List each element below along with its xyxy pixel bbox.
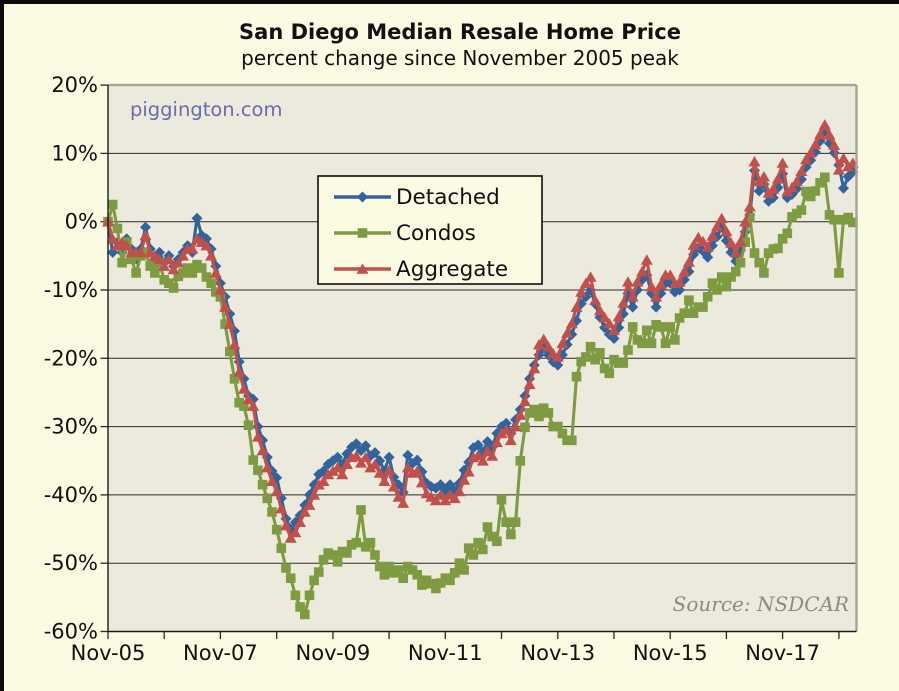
x-axis-label-Nov-05: Nov-05: [71, 641, 146, 665]
chart-title: San Diego Median Resale Home Price: [239, 20, 681, 44]
y-axis-label--30: -30%: [44, 415, 98, 439]
y-axis-label--60: -60%: [44, 620, 98, 644]
legend-box: [317, 175, 543, 285]
watermark-text: piggington.com: [130, 98, 283, 121]
x-axis-label-Nov-07: Nov-07: [183, 641, 258, 665]
source-note: Source: NSDCAR: [673, 592, 849, 616]
y-axis-label-0: 0%: [65, 210, 98, 234]
x-axis-label-Nov-09: Nov-09: [296, 641, 371, 665]
legend-marker-condos-square-icon: [357, 228, 368, 238]
x-axis-label-Nov-17: Nov-17: [745, 641, 820, 665]
y-axis-label-10: 10%: [51, 141, 98, 165]
y-axis-label--50: -50%: [44, 551, 98, 575]
frame-border-top: [0, 0, 899, 4]
series-group: [102, 119, 859, 620]
y-axis-label-20: 20%: [51, 73, 98, 97]
chart-subtitle: percent change since November 2005 peak: [241, 46, 679, 70]
legend-label-detached: Detached: [396, 185, 500, 210]
y-axis-label--10: -10%: [44, 278, 98, 302]
frame-border-left: [0, 0, 4, 691]
legend: Detached Condos Aggregate: [317, 175, 543, 285]
x-axis-label-Nov-11: Nov-11: [408, 641, 483, 665]
legend-marker-aggregate-triangle-icon: [356, 263, 369, 274]
legend-glyphs: [334, 191, 391, 274]
series-markers-aggregate: [102, 119, 859, 543]
x-axis-label-Nov-13: Nov-13: [520, 641, 595, 665]
gridlines: [108, 152, 857, 564]
legend-label-condos: Condos: [396, 221, 476, 246]
legend-label-aggregate: Aggregate: [396, 257, 508, 282]
y-axis-label--40: -40%: [44, 483, 98, 507]
x-axis-label-Nov-15: Nov-15: [633, 641, 708, 665]
axes: 20% 10% 0% -10% -20% -30% -40% -50% -60%Nov-05 No…: [44, 73, 840, 665]
legend-marker-detached-diamond-icon: [357, 191, 368, 203]
y-axis-label--20: -20%: [44, 346, 98, 370]
series-markers-detached: [102, 125, 859, 535]
